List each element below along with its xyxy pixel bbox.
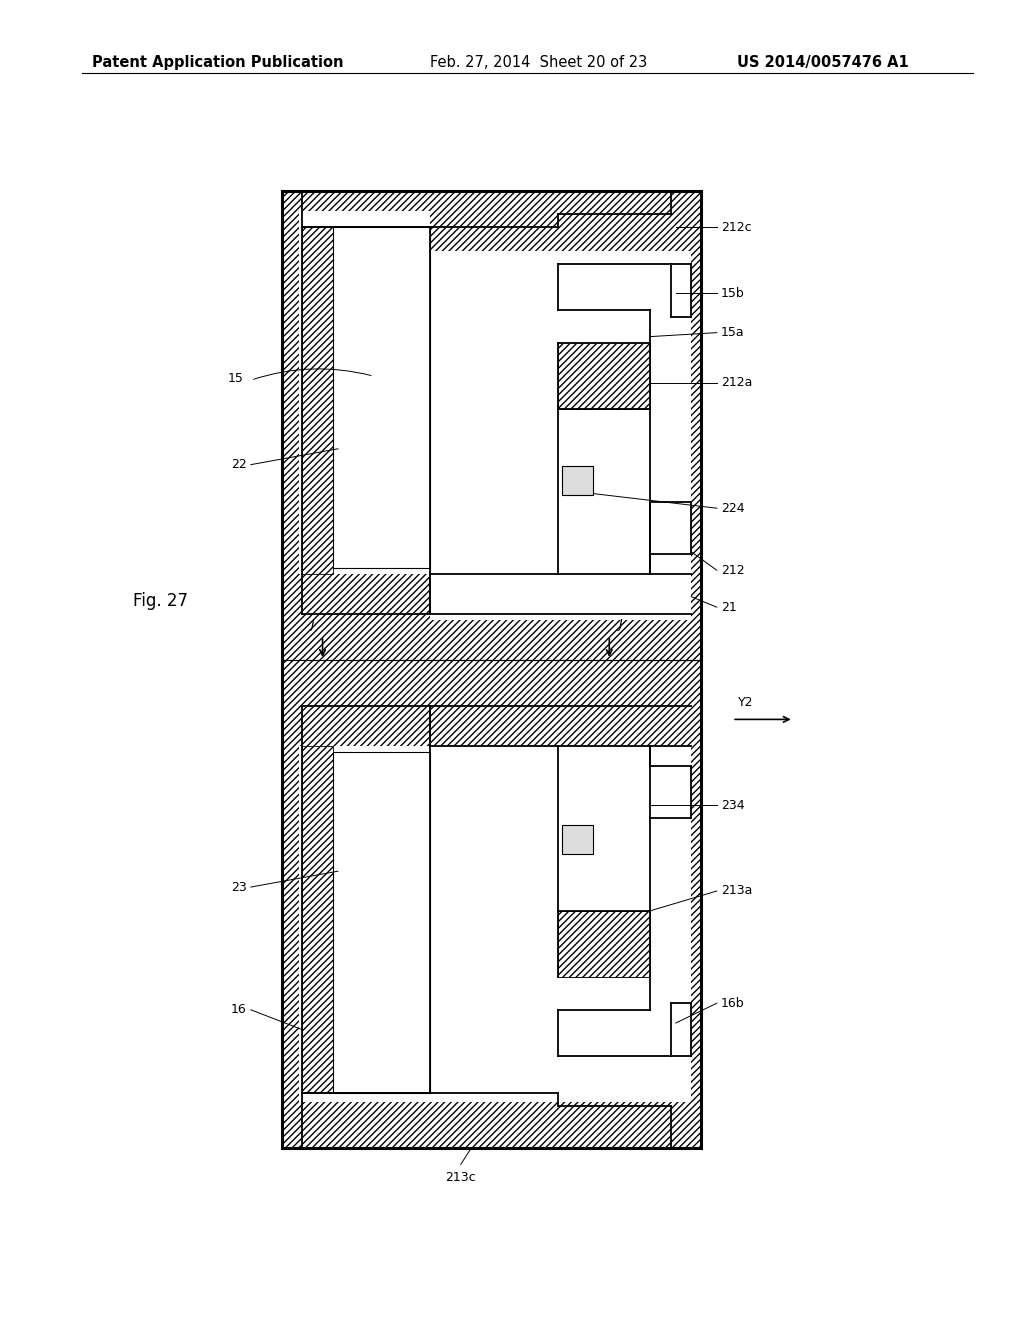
Text: US 2014/0057476 A1: US 2014/0057476 A1 [737,55,909,70]
Text: 234: 234 [721,799,744,812]
Bar [558,343,650,409]
Bar [302,227,333,574]
Bar [282,191,701,660]
Text: 15: 15 [227,372,244,385]
Text: 213a: 213a [721,884,753,898]
Text: 212: 212 [721,564,744,577]
Bar [299,211,430,574]
Bar [299,746,430,1102]
Text: 15a: 15a [721,326,744,339]
Text: 23: 23 [231,880,247,894]
Text: 16b: 16b [721,997,744,1010]
Text: Y2: Y2 [737,696,754,709]
Text: 212a: 212a [721,376,753,389]
Bar [282,660,701,1148]
Bar [333,752,430,1093]
Bar [562,466,593,495]
Text: 224: 224 [721,502,744,515]
Bar [430,251,691,620]
Text: 16: 16 [231,1003,247,1016]
Bar [333,227,430,568]
Bar [562,825,593,854]
Text: J: J [617,618,622,631]
Text: 213c: 213c [445,1171,476,1184]
Text: Patent Application Publication: Patent Application Publication [92,55,344,70]
Bar [430,746,691,1102]
Text: J: J [310,618,314,631]
Bar [302,746,333,1093]
Text: 21: 21 [721,601,736,614]
Text: Fig. 27: Fig. 27 [133,591,188,610]
Text: Feb. 27, 2014  Sheet 20 of 23: Feb. 27, 2014 Sheet 20 of 23 [430,55,647,70]
Text: 22: 22 [231,458,247,471]
Bar [558,911,650,977]
Text: 212c: 212c [721,220,752,234]
Text: 15b: 15b [721,286,744,300]
